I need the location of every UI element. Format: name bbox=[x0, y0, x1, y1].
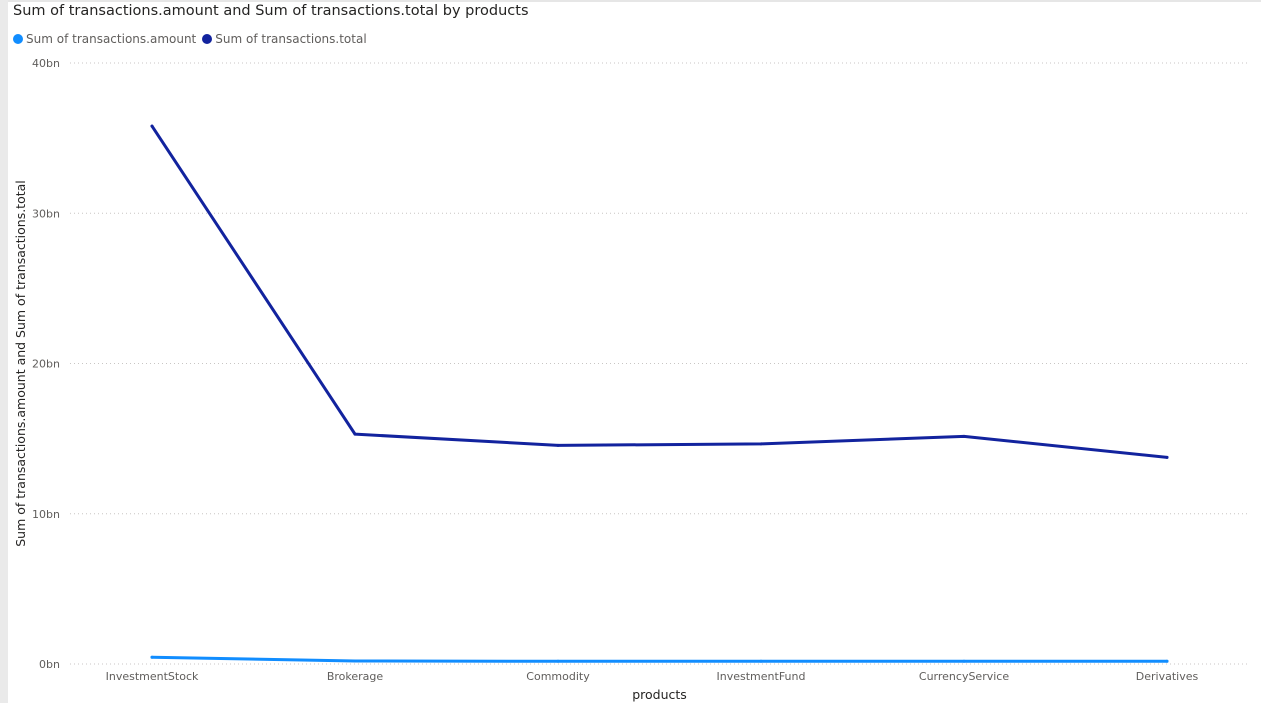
y-tick-label: 40bn bbox=[32, 57, 60, 70]
x-tick-label: InvestmentStock bbox=[106, 670, 199, 683]
data-point[interactable] bbox=[759, 659, 763, 663]
legend-marker-amount bbox=[13, 34, 23, 44]
legend: Sum of transactions.amount Sum of transa… bbox=[13, 32, 373, 46]
x-tick-label: Derivatives bbox=[1136, 670, 1199, 683]
data-point[interactable] bbox=[759, 442, 763, 446]
data-point[interactable] bbox=[353, 659, 357, 663]
data-point[interactable] bbox=[150, 124, 154, 128]
data-point[interactable] bbox=[1165, 455, 1169, 459]
data-point[interactable] bbox=[556, 443, 560, 447]
legend-marker-total bbox=[202, 34, 213, 44]
data-point[interactable] bbox=[150, 655, 154, 659]
y-axis-ticks: 0bn 10bn 20bn 30bn 40bn bbox=[32, 57, 60, 671]
y-tick-label: 0bn bbox=[39, 658, 60, 671]
legend-item-total[interactable]: Sum of transactions.total bbox=[202, 32, 367, 46]
x-tick-label: Brokerage bbox=[327, 670, 384, 683]
y-tick-label: 10bn bbox=[32, 508, 60, 521]
legend-label-amount: Sum of transactions.amount bbox=[26, 32, 197, 46]
series-line[interactable] bbox=[150, 124, 1169, 459]
data-point[interactable] bbox=[962, 434, 966, 438]
x-tick-label: CurrencyService bbox=[919, 670, 1009, 683]
gridlines bbox=[70, 62, 1250, 665]
series-lines bbox=[150, 124, 1169, 663]
series-line[interactable] bbox=[150, 655, 1169, 663]
data-point[interactable] bbox=[556, 659, 560, 663]
left-border bbox=[0, 0, 8, 703]
data-point[interactable] bbox=[962, 659, 966, 663]
x-tick-label: Commodity bbox=[526, 670, 590, 683]
legend-label-total: Sum of transactions.total bbox=[215, 32, 367, 46]
y-tick-label: 20bn bbox=[32, 358, 60, 371]
x-axis-ticks: InvestmentStock Brokerage Commodity Investm… bbox=[106, 670, 1199, 683]
chart-title: Sum of transactions.amount and Sum of tr… bbox=[13, 3, 529, 19]
data-point[interactable] bbox=[353, 432, 357, 436]
legend-item-amount[interactable]: Sum of transactions.amount bbox=[13, 32, 196, 46]
data-point[interactable] bbox=[1165, 659, 1169, 663]
x-axis-title: products bbox=[632, 687, 687, 702]
y-axis-title: Sum of transactions.amount and Sum of tr… bbox=[13, 180, 28, 547]
top-border bbox=[0, 0, 1261, 2]
x-tick-label: InvestmentFund bbox=[717, 670, 806, 683]
chart-visual[interactable] bbox=[8, 2, 1261, 703]
y-tick-label: 30bn bbox=[32, 207, 60, 220]
